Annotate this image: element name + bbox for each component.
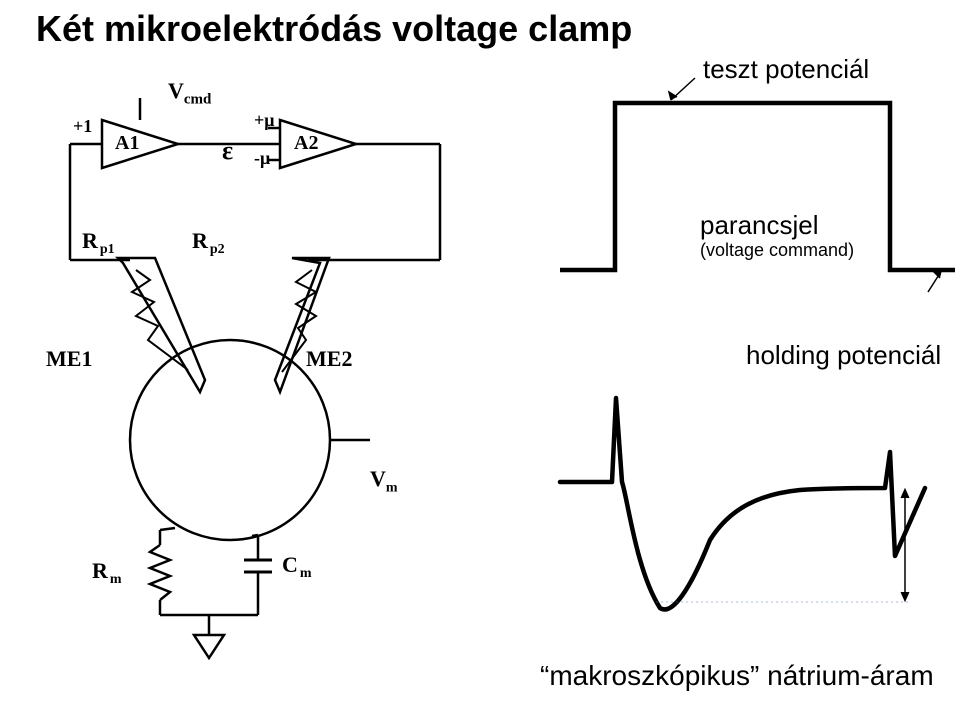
cell-circle	[130, 340, 330, 540]
label-vm: Vm	[370, 466, 398, 496]
label-a1: A1	[115, 132, 139, 155]
cm-branch	[244, 535, 272, 615]
pointer-teszt	[669, 78, 695, 100]
pointer-holding	[928, 270, 942, 292]
label-vcmd-sub: cmd	[184, 91, 212, 107]
label-holding-potencial: holding potenciál	[746, 340, 941, 371]
label-rm-sub: m	[110, 572, 122, 587]
label-rp2-r: R	[192, 228, 208, 253]
label-bottom-caption: “makroszkópikus” nátrium-áram	[540, 660, 934, 692]
label-vm-sub: m	[386, 480, 398, 495]
label-rp1-sub: p1	[100, 242, 115, 257]
label-vcmd-v: V	[168, 78, 184, 103]
label-vm-v: V	[370, 466, 386, 491]
label-teszt-potencial: teszt potenciál	[703, 54, 869, 85]
rm-branch	[150, 530, 170, 615]
label-rp2-sub: p2	[210, 242, 225, 257]
label-voltage-command: (voltage command)	[700, 240, 854, 261]
label-rp1: Rp1	[82, 228, 115, 258]
label-me1: ME1	[46, 346, 92, 372]
label-rp1-r: R	[82, 228, 98, 253]
amp-a1	[102, 120, 178, 168]
label-epsilon: ε	[222, 136, 233, 166]
pipette-me1	[118, 258, 205, 392]
label-parancsjel: parancsjel	[700, 210, 819, 241]
amplitude-indicator	[656, 489, 909, 602]
label-a2: A2	[294, 132, 318, 155]
label-cm-c: C	[282, 552, 298, 577]
label-rm-r: R	[92, 558, 108, 583]
label-cm-sub: m	[300, 566, 312, 581]
label-vcmd: Vcmd	[168, 78, 211, 108]
label-rm: Rm	[92, 558, 122, 588]
label-cm: Cm	[282, 552, 312, 582]
label-plusmu: +μ	[254, 110, 274, 131]
circuit-diagram	[70, 98, 440, 658]
label-me2: ME2	[306, 346, 352, 372]
label-minusmu: -μ	[254, 148, 270, 169]
ground-symbol	[194, 635, 224, 658]
label-plus1: +1	[73, 116, 92, 137]
current-trace	[560, 398, 925, 609]
label-rp2: Rp2	[192, 228, 225, 258]
